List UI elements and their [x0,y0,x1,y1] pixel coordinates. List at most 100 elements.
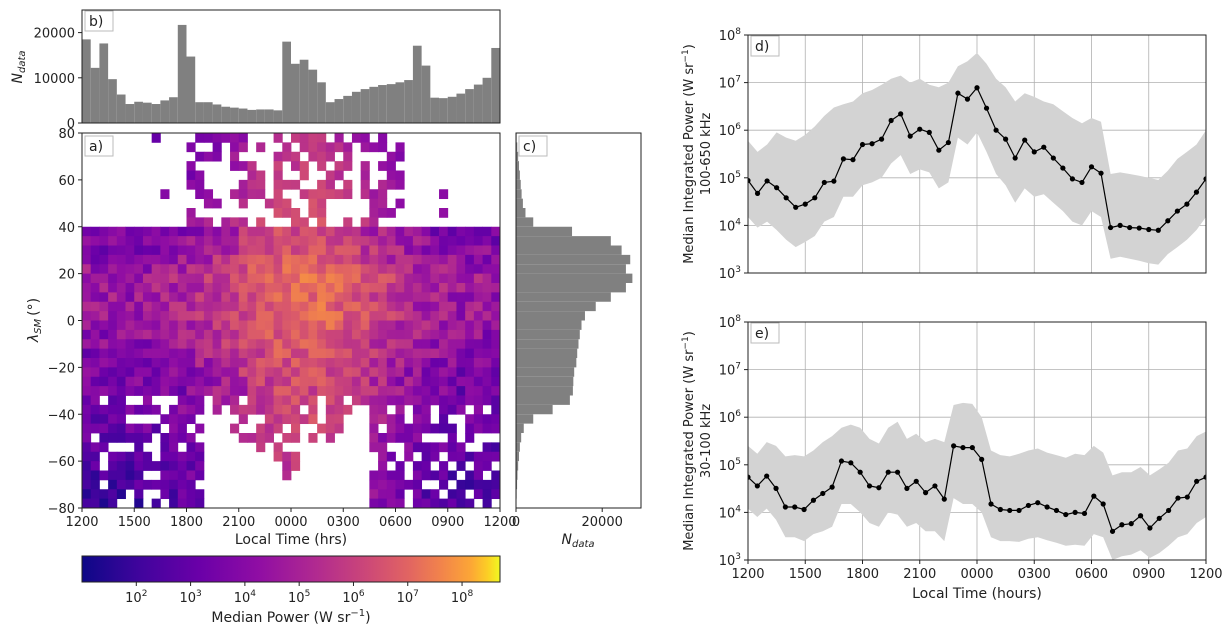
heatmap-cell [238,217,248,228]
heatmap-cell [134,386,144,396]
heatmap-cell [177,283,187,293]
heatmap-cell [247,404,257,415]
heatmap-cell [186,367,196,378]
heatmap-cell [177,479,187,490]
panel-b-bar [439,98,448,123]
e-point [941,496,947,502]
heatmap-cell [291,179,301,190]
heatmap-cell [273,301,283,312]
heatmap-cell [299,189,309,200]
heatmap-cell [203,273,214,284]
heatmap-cell [291,320,301,331]
heatmap-cell [351,358,362,368]
heatmap-cell [238,414,248,425]
heatmap-cell [247,264,257,275]
heatmap-cell [99,367,109,378]
heatmap-cell [177,414,187,425]
panel-c-bar [516,208,526,218]
heatmap-cell [134,329,144,340]
heatmap-cell [465,414,475,425]
d-y-tick-label: 108 [719,27,742,44]
heatmap-cell [160,479,170,490]
heatmap-cell [482,423,492,434]
heatmap-cell [186,470,196,481]
heatmap-cell [473,226,483,237]
heatmap-cell [491,376,501,387]
panel-b-frame [81,9,501,124]
heatmap-cell [116,451,126,462]
panel-a-x-tick-label: 0000 [274,515,307,530]
heatmap-cell [99,358,109,368]
heatmap-cell [317,301,327,312]
heatmap-cell [447,320,457,331]
heatmap-cell [264,283,274,293]
heatmap-cell [395,386,405,396]
heatmap-cell [378,273,388,284]
heatmap-cell [395,311,405,321]
heatmap-cell [360,320,370,331]
heatmap-cell [238,142,248,153]
heatmap-cell [160,264,170,275]
heatmap-cell [108,414,118,425]
heatmap-cell [308,329,318,340]
heatmap-cell [238,264,248,275]
heatmap-cell [386,301,396,312]
heatmap-cell [465,367,475,378]
e-point [1100,501,1106,507]
heatmap-cell [308,395,318,406]
e-point [894,469,901,475]
heatmap-cell [195,264,205,275]
heatmap-cell [212,358,222,368]
colorbar-label: Median Power (W sr−1) [211,608,370,626]
heatmap-cell [369,254,379,265]
heatmap-cell [447,245,457,256]
heatmap-cell [325,292,335,303]
heatmap-cell [308,151,318,162]
heatmap-cell [473,292,483,303]
heatmap-cell [116,489,126,500]
heatmap-cell [291,404,301,415]
heatmap-cell [125,273,135,284]
heatmap-cell [291,245,301,256]
heatmap-cell [264,311,274,321]
heatmap-cell [82,311,92,321]
heatmap-cell [430,386,440,396]
heatmap-cell [99,414,109,425]
e-point [1072,509,1078,515]
heatmap-cell [195,358,205,368]
heatmap-cell [90,414,100,425]
heatmap-cell [256,217,266,228]
heatmap-cell [99,423,109,434]
heatmap-cell [386,264,396,275]
panel-c-bar [516,423,524,433]
heatmap-cell [264,254,274,265]
heatmap-cell [482,245,492,256]
e-point [1063,511,1069,518]
e-point [754,483,760,489]
heatmap-cell [169,479,179,490]
heatmap-cell [282,254,292,265]
heatmap-cell [447,451,457,462]
panel-c-bars [516,133,633,508]
heatmap-cell [273,189,283,200]
heatmap-cell [195,442,205,453]
panel-d-frame [747,34,1207,274]
heatmap-cell [195,170,205,181]
heatmap-cell [343,320,353,331]
panel-a-y-tick-label: −20 [48,361,75,376]
heatmap-cell [203,311,214,321]
heatmap-cell [282,414,292,425]
heatmap-cell [82,273,92,284]
heatmap-cell [334,236,344,246]
heatmap-cell [256,329,266,340]
heatmap-cell [360,179,370,190]
panel-c-frame [515,132,642,509]
heatmap-cell [439,376,449,387]
d-point [1127,224,1133,231]
heatmap-cell [430,301,440,312]
heatmap-cell [99,264,109,275]
heatmap-cell [108,273,118,284]
heatmap-cell [195,498,205,509]
heatmap-cell [465,236,475,246]
